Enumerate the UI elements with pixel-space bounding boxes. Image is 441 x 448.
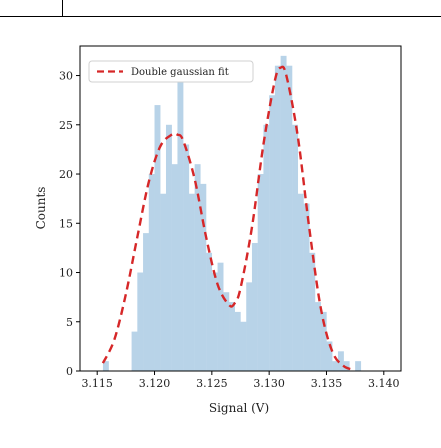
- histogram-bar-6: [160, 193, 167, 371]
- histogram-bar-2: [137, 272, 144, 371]
- x-tick-label-3: 3.130: [253, 377, 285, 390]
- legend-label-fit: Double gaussian fit: [131, 67, 229, 78]
- histogram-bar-23: [257, 174, 264, 371]
- histogram-bar-38: [343, 361, 350, 371]
- x-tick-label-0: 3.115: [81, 377, 113, 390]
- histogram-bar-13: [200, 183, 207, 371]
- histogram-bar-29: [292, 124, 299, 371]
- histogram-bar-12: [194, 164, 201, 371]
- histogram-bar-10: [183, 144, 190, 371]
- histogram-bar-37: [337, 351, 344, 371]
- x-tick-label-2: 3.125: [196, 377, 228, 390]
- histogram-bar-15: [211, 272, 218, 371]
- histogram-bar-35: [326, 341, 333, 371]
- histogram-bar-26: [274, 65, 281, 371]
- x-tick-label-1: 3.120: [139, 377, 171, 390]
- histogram-bar-34: [320, 311, 327, 371]
- histogram-bar-7: [165, 124, 172, 371]
- x-axis-label: Signal (V): [209, 401, 269, 415]
- histogram-bar-28: [286, 65, 293, 371]
- legend-box: [88, 60, 254, 83]
- histogram-bars: [102, 55, 362, 372]
- fit-line: [101, 65, 356, 372]
- histogram-bar-22: [251, 242, 258, 371]
- histogram-bar-39: [355, 361, 362, 371]
- histogram-bar-4: [148, 174, 155, 371]
- histogram-bar-11: [188, 193, 195, 371]
- histogram-bar-5: [154, 105, 161, 371]
- histogram-bar-25: [269, 95, 276, 372]
- histogram-bar-3: [143, 233, 149, 371]
- histogram-bar-9: [177, 75, 184, 372]
- y-tick-label-2: 10: [59, 267, 73, 280]
- histogram-bar-20: [240, 321, 247, 371]
- histogram-bar-14: [206, 252, 213, 371]
- histogram-bar-19: [234, 311, 241, 371]
- histogram-bar-21: [246, 282, 253, 371]
- histogram-bar-30: [297, 193, 304, 371]
- fit-layer: [101, 65, 356, 372]
- histogram-bar-24: [263, 124, 270, 371]
- y-tick-label-0: 0: [66, 365, 73, 378]
- y-tick-label-5: 25: [59, 119, 73, 132]
- y-tick-label-1: 5: [66, 316, 73, 329]
- histogram-bar-33: [315, 302, 321, 371]
- histogram-bar-27: [280, 55, 287, 371]
- y-axis-ticks: 0 5 10 15 20 25 30: [59, 70, 80, 378]
- y-axis-label: Counts: [34, 187, 48, 230]
- y-tick-label-6: 30: [59, 70, 73, 83]
- histogram-bar-1: [131, 331, 138, 371]
- histogram-bar-36: [332, 361, 339, 371]
- x-tick-label-5: 3.140: [368, 377, 400, 390]
- y-tick-label-4: 20: [59, 168, 73, 181]
- histogram-bar-17: [223, 292, 230, 371]
- top-divider: [62, 0, 63, 16]
- histogram-bar-31: [303, 203, 310, 371]
- y-tick-label-3: 15: [59, 217, 73, 230]
- histogram-bar-32: [309, 252, 316, 371]
- histogram-bar-18: [229, 302, 235, 371]
- histogram-bar-0: [102, 361, 109, 371]
- x-axis-ticks: 3.115 3.120 3.125 3.130 3.135 3.140: [81, 371, 400, 390]
- top-border: [0, 0, 441, 17]
- legend: Double gaussian fit: [88, 60, 254, 83]
- histogram-bar-8: [171, 164, 178, 371]
- plot-frame: [79, 45, 402, 372]
- x-tick-label-4: 3.135: [311, 377, 343, 390]
- histogram-bar-16: [217, 262, 224, 371]
